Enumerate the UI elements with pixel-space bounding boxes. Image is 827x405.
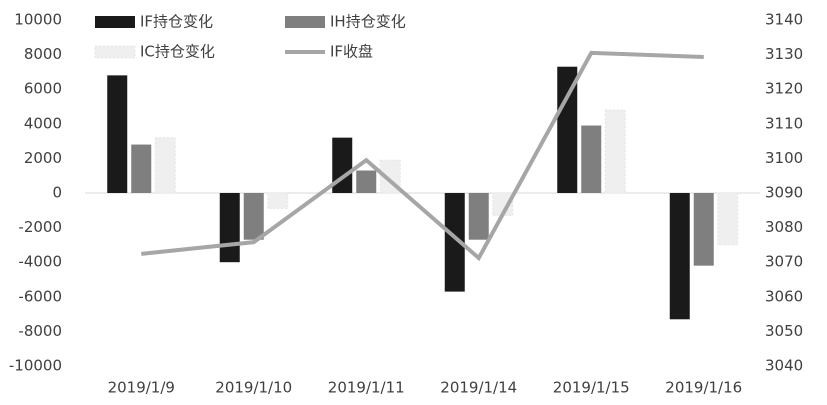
y-tick-label: -6000: [18, 287, 62, 305]
bar: [243, 193, 264, 240]
y2-tick-label: 3050: [765, 322, 803, 340]
bar: [604, 109, 626, 194]
y2-tick-label: 3070: [765, 253, 803, 271]
y-tick-label: 8000: [24, 45, 62, 63]
y-tick-label: -2000: [18, 218, 62, 236]
x-tick-label: 2019/1/15: [553, 379, 630, 397]
bar: [581, 125, 602, 193]
legend-swatch: [285, 16, 325, 28]
y-tick-label: -8000: [18, 322, 62, 340]
x-tick-label: 2019/1/9: [108, 379, 175, 397]
y2-tick-label: 3100: [765, 149, 803, 167]
x-tick-label: 2019/1/16: [665, 379, 742, 397]
legend-label: IF收盘: [330, 43, 373, 61]
y-tick-label: 6000: [24, 80, 62, 98]
line: [141, 50, 704, 262]
y2-tick-label: 3080: [765, 218, 803, 236]
bar: [669, 193, 690, 320]
y-tick-label: 0: [52, 184, 62, 202]
y2-tick-label: 3090: [765, 184, 803, 202]
y-tick-label: 2000: [24, 149, 62, 167]
y-tick-label: -10000: [9, 357, 62, 375]
bar: [468, 193, 489, 240]
bar: [693, 193, 714, 266]
bar: [356, 170, 377, 193]
legend-swatch: [94, 45, 136, 59]
x-tick-label: 2019/1/10: [215, 379, 292, 397]
bar: [717, 192, 739, 246]
bar: [107, 75, 128, 193]
legend-label: IF持仓变化: [140, 13, 213, 31]
y-tick-label: -4000: [18, 253, 62, 271]
bar: [267, 192, 289, 210]
bar: [219, 193, 240, 263]
bar: [557, 66, 578, 193]
legend-label: IC持仓变化: [140, 43, 215, 61]
bar: [444, 193, 465, 292]
y2-tick-label: 3040: [765, 357, 803, 375]
y2-tick-label: 3120: [765, 80, 803, 98]
legend-swatch: [95, 16, 135, 28]
y-tick-label: 4000: [24, 114, 62, 132]
y2-tick-label: 3140: [765, 11, 803, 29]
y2-tick-label: 3110: [765, 114, 803, 132]
x-tick-label: 2019/1/14: [440, 379, 517, 397]
bar: [154, 137, 176, 194]
legend-label: IH持仓变化: [330, 13, 406, 31]
bar: [131, 144, 152, 193]
y-tick-label: 10000: [14, 11, 62, 29]
y2-tick-label: 3060: [765, 287, 803, 305]
y2-tick-label: 3130: [765, 45, 803, 63]
x-tick-label: 2019/1/11: [328, 379, 405, 397]
